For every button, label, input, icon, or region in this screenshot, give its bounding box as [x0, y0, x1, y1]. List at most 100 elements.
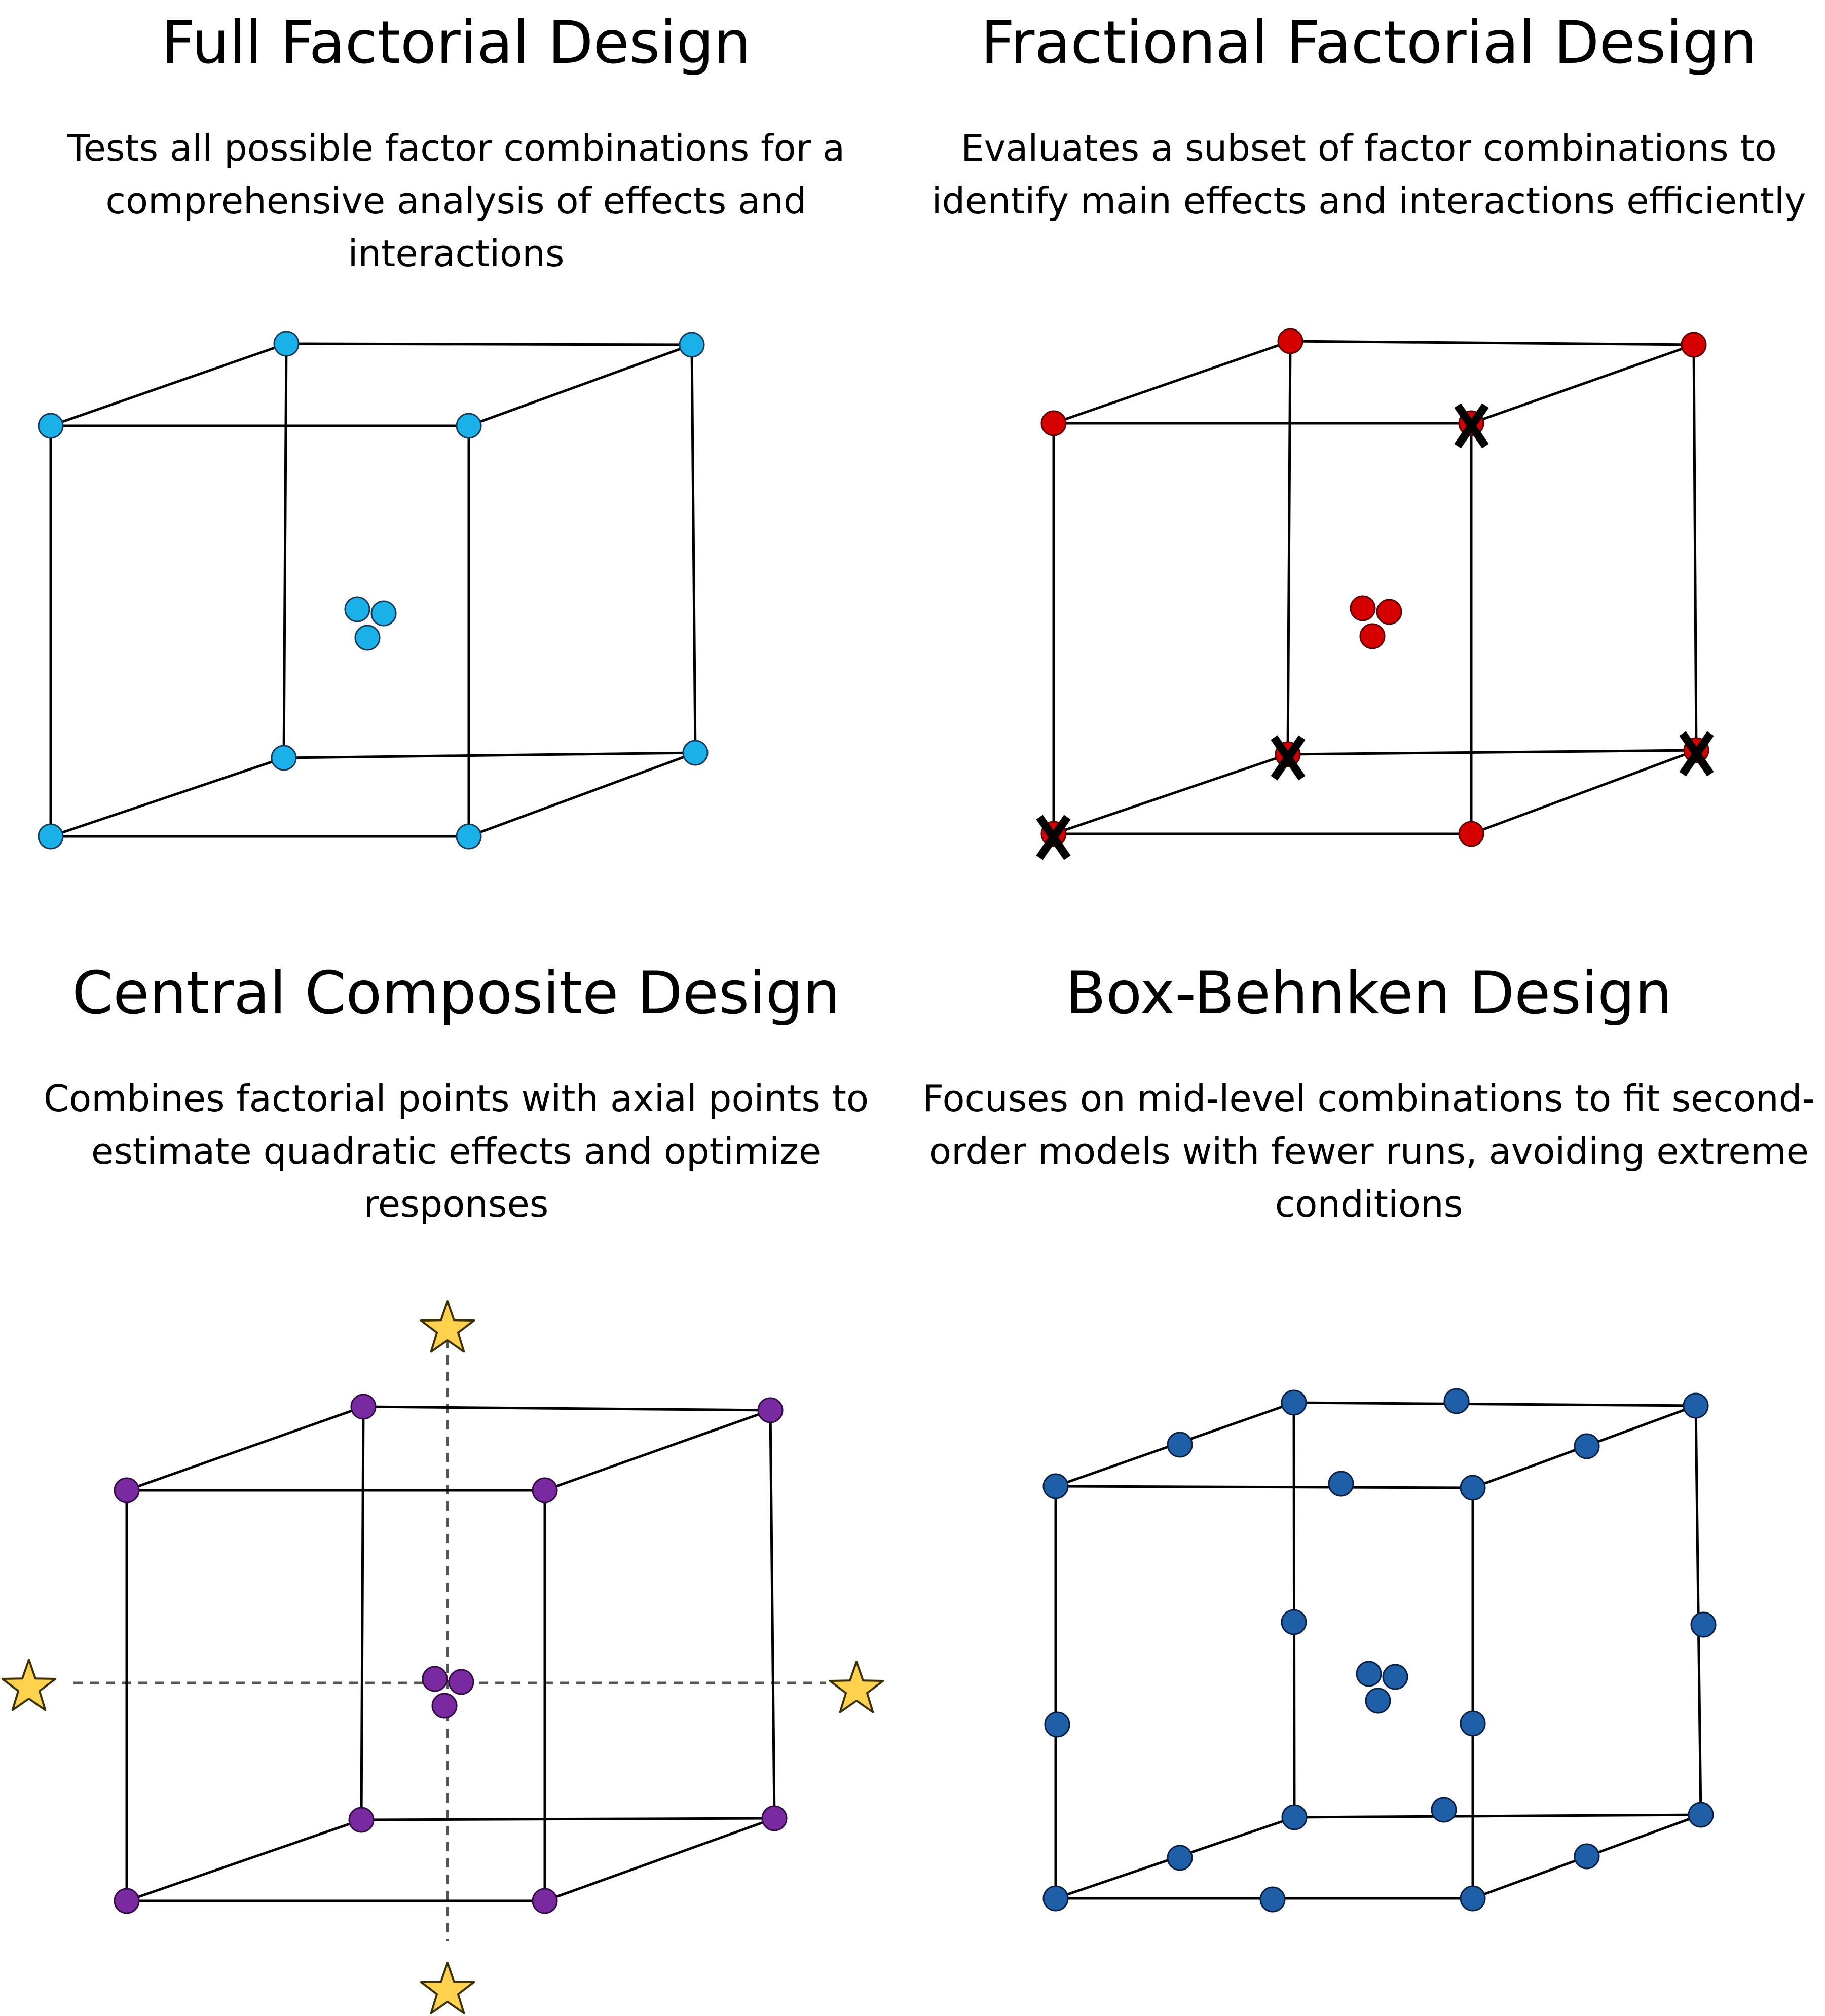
corner-point: [1460, 1475, 1486, 1501]
cube-edge: [286, 342, 692, 346]
cube-edge: [1287, 749, 1697, 756]
cube-edge: [690, 344, 697, 753]
cube-edge: [544, 1817, 775, 1902]
panel-fractional-factorial: Fractional Factorial Design Evaluates a …: [913, 0, 1825, 938]
box-behnken-cube-diagram: [1042, 1388, 1717, 1913]
corner-point: [456, 413, 482, 439]
x-mark-icon: [1271, 735, 1306, 781]
corner-point: [679, 332, 705, 358]
description-line: interactions: [348, 232, 565, 275]
description-line: Tests all possible factor combinations f…: [67, 127, 845, 169]
cube-edge: [769, 1410, 776, 1819]
edge-midpoint: [1167, 1845, 1193, 1871]
panel-title: Box-Behnken Design: [1065, 959, 1672, 1028]
star-icon: [420, 1962, 475, 2014]
central-composite-cube-diagram: [1, 1300, 884, 2014]
center-point: [1365, 1688, 1391, 1714]
cube-edge: [1294, 1813, 1701, 1819]
cube-edge: [50, 342, 287, 427]
cube-edge: [50, 756, 284, 838]
edge-midpoint: [1431, 1797, 1457, 1823]
cube-edges: [1052, 340, 1698, 835]
star-icon: [829, 1661, 884, 1713]
description-line: estimate quadratic effects and optimize: [91, 1130, 822, 1172]
design-points: [1040, 328, 1709, 847]
fractional-factorial-cube-diagram: [1036, 328, 1714, 860]
center-point: [344, 596, 370, 622]
cube-edge: [1293, 1401, 1696, 1407]
star-icon: [420, 1300, 475, 1353]
panel-description: Tests all possible factor combinations f…: [0, 122, 912, 280]
corner-point: [114, 1477, 140, 1504]
description-line: Focuses on mid-level combinations to fit…: [922, 1077, 1815, 1120]
cube-edge: [282, 343, 288, 758]
cube-edge: [544, 1409, 771, 1492]
edge-midpoint: [1690, 1611, 1717, 1638]
panel-title: Fractional Factorial Design: [981, 9, 1757, 77]
center-point: [354, 625, 381, 651]
cube-edge: [1471, 343, 1694, 425]
x-mark-icon: [1679, 731, 1714, 777]
cube-edge: [126, 1818, 362, 1902]
cube-edge: [361, 1817, 775, 1821]
panel-description: Combines factorial points with axial poi…: [0, 1072, 912, 1230]
corner-point: [1042, 1885, 1069, 1912]
description-line: conditions: [1275, 1183, 1463, 1225]
cube-edge: [1471, 749, 1697, 835]
description-line: identify main effects and interactions e…: [932, 179, 1806, 222]
edge-midpoint: [1259, 1886, 1286, 1913]
corner-point: [38, 413, 64, 439]
panel-box-behnken: Box-Behnken Design Focuses on mid-level …: [913, 938, 1825, 2016]
x-mark-icon: [1454, 403, 1489, 449]
edge-midpoint: [1328, 1471, 1354, 1497]
design-points: [38, 331, 709, 850]
corner-point: [1458, 821, 1484, 847]
star-icon: [1, 1659, 57, 1711]
cube-edge: [1694, 1405, 1702, 1815]
cube-edges: [1054, 1401, 1702, 1900]
corner-point: [1688, 1802, 1714, 1828]
cube-edge: [1055, 1485, 1473, 1489]
corner-point: [1277, 328, 1303, 354]
panel-central-composite: Central Composite Design Combines factor…: [0, 938, 912, 2016]
cube-edge: [283, 751, 696, 759]
cube-edge: [1692, 344, 1698, 751]
corner-point: [532, 1888, 558, 1914]
center-point: [1350, 595, 1376, 621]
corner-point: [38, 823, 64, 850]
edge-midpoint: [1281, 1609, 1307, 1635]
cube-edge: [360, 1406, 365, 1820]
edge-midpoint: [1574, 1843, 1600, 1870]
corner-point: [350, 1394, 377, 1420]
cube-edge: [126, 1405, 364, 1492]
center-point: [1356, 1661, 1382, 1687]
axial-points: [1, 1300, 884, 2014]
center-point: [1382, 1664, 1408, 1690]
excluded-run-marks: [1036, 403, 1714, 860]
corner-point: [271, 745, 297, 771]
corner-point: [1040, 410, 1067, 436]
corner-point: [1281, 1804, 1308, 1830]
edge-midpoint: [1044, 1711, 1070, 1738]
x-mark-icon: [1036, 815, 1071, 860]
description-line: Combines factorial points with axial poi…: [43, 1077, 869, 1120]
corner-point: [682, 740, 709, 766]
cube-edge: [363, 1405, 771, 1412]
panel-title: Full Factorial Design: [161, 9, 751, 77]
description-line: responses: [363, 1183, 549, 1225]
panel-full-factorial: Full Factorial Design Tests all possible…: [0, 0, 912, 938]
center-point: [370, 600, 397, 627]
edge-midpoint: [1574, 1433, 1600, 1459]
corner-point: [273, 331, 300, 357]
cube-edges: [49, 342, 697, 838]
corner-point: [1683, 1392, 1709, 1419]
edge-midpoint: [1443, 1388, 1470, 1414]
corner-point: [532, 1477, 558, 1504]
corner-point: [757, 1397, 784, 1423]
edge-midpoint: [1167, 1432, 1193, 1458]
cube-edge: [1053, 753, 1288, 835]
design-points: [114, 1394, 788, 1914]
corner-point: [348, 1807, 375, 1833]
design-points: [1042, 1388, 1717, 1913]
corner-point: [456, 823, 482, 850]
